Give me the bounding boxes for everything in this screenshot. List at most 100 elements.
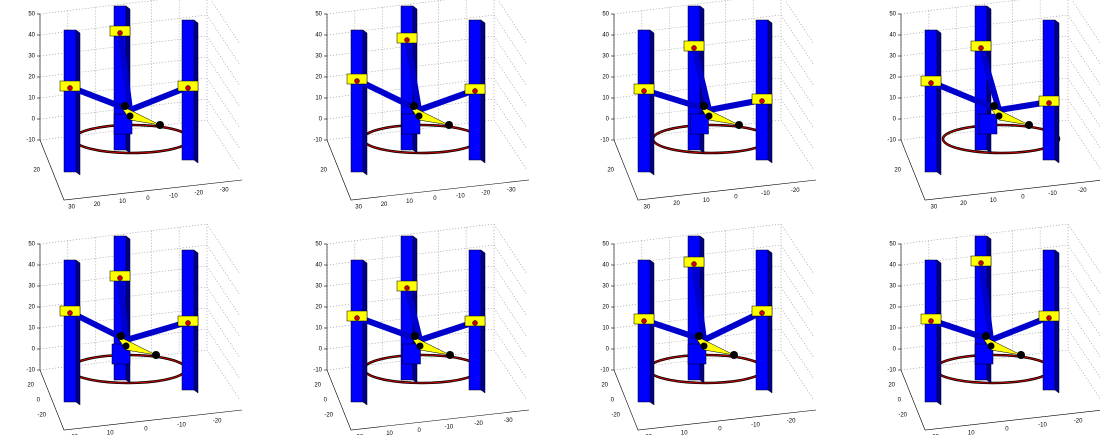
column: [351, 30, 363, 172]
z-tick-label: 10: [602, 96, 609, 102]
grid-line: [781, 36, 814, 86]
joint: [1017, 351, 1025, 359]
grid-line: [1068, 78, 1100, 128]
z-tick-label: 50: [602, 242, 609, 248]
panel: 50403020100-10200-2020100-10-20: [887, 224, 1100, 435]
z-tick-label: 40: [315, 33, 322, 39]
grid-line: [1068, 350, 1100, 400]
z-tick-label: 50: [28, 12, 35, 18]
x-tick-label: -30: [507, 188, 516, 194]
grid-line: [207, 57, 240, 107]
grid-line: [781, 266, 814, 316]
carriage-joint: [473, 89, 478, 94]
z-tick-label: 40: [889, 33, 896, 39]
z-tick-label: 20: [315, 305, 322, 311]
carriage-joint: [118, 31, 123, 36]
joint: [982, 332, 990, 340]
z-tick-label: 30: [602, 54, 609, 60]
joint: [990, 102, 998, 110]
y-tick-label: 20: [888, 383, 895, 389]
y-tick-label: 0: [898, 398, 902, 404]
carriage-joint: [1047, 316, 1052, 321]
grid-line: [781, 15, 814, 65]
x-tick-label: 10: [107, 430, 114, 435]
y-tick-label: 20: [27, 383, 34, 389]
joint: [695, 332, 703, 340]
x-tick-label: 0: [433, 196, 437, 202]
x-tick-label: -30: [504, 418, 513, 424]
z-tick-label: 50: [315, 242, 322, 248]
z-tick-label: 40: [315, 263, 322, 269]
grid-line: [1068, 245, 1100, 295]
x-tick-label: -10: [169, 193, 178, 199]
grid-line: [207, 0, 240, 44]
z-tick-label: -10: [600, 138, 609, 144]
z-tick-label: 50: [889, 242, 896, 248]
joint: [730, 351, 738, 359]
joint: [123, 343, 130, 350]
x-tick-label: -20: [213, 418, 222, 424]
column-side: [363, 30, 367, 175]
grid-line: [1068, 308, 1100, 358]
x-tick-label: 20: [381, 202, 388, 208]
column-side: [1055, 250, 1059, 393]
x-tick-label: -20: [791, 188, 800, 194]
column-side: [363, 260, 367, 405]
grid-line: [207, 15, 240, 65]
panel: 50403020100-10200-2020100-10-20: [26, 224, 242, 435]
column: [64, 260, 76, 402]
effector-base: [979, 114, 997, 134]
carriage-joint: [68, 311, 73, 316]
z-tick-label: 20: [889, 75, 896, 81]
panel: 50403020100-10200-2020100-10-20: [600, 224, 816, 435]
z-tick-label: 0: [32, 117, 36, 123]
z-tick-label: 50: [889, 12, 896, 18]
x-tick-label: 10: [119, 199, 126, 205]
z-tick-label: 0: [319, 117, 323, 123]
workspace-circle: [943, 125, 1059, 153]
carriage-joint: [760, 311, 765, 316]
z-tick-label: -10: [313, 138, 322, 144]
z-tick-label: 10: [889, 96, 896, 102]
z-tick-label: 50: [28, 242, 35, 248]
joint: [735, 121, 743, 129]
z-tick-label: -10: [26, 138, 35, 144]
y-tick-label: 0: [611, 398, 615, 404]
panel: 50403020100-10203020100-10-20: [887, 0, 1100, 211]
grid-line: [494, 99, 527, 149]
joint: [127, 113, 134, 120]
grid-line: [207, 287, 240, 337]
x-tick-label: 20: [960, 201, 967, 207]
x-tick-label: -20: [1074, 418, 1083, 424]
z-tick-label: 40: [889, 263, 896, 269]
grid-line: [207, 308, 240, 358]
grid-line: [781, 308, 814, 358]
column-side: [650, 260, 654, 405]
joint: [411, 332, 419, 340]
carriage-joint: [979, 261, 984, 266]
grid-line: [781, 120, 814, 170]
column-side: [768, 20, 772, 163]
z-tick-label: -10: [600, 368, 609, 374]
z-tick-label: 50: [315, 12, 322, 18]
x-tick-label: -20: [481, 190, 490, 196]
carriage-joint: [760, 99, 765, 104]
y-tick-label: 0: [324, 398, 328, 404]
grid-line: [781, 224, 814, 274]
y-tick-label: -20: [37, 413, 46, 419]
carriage-joint: [355, 79, 360, 84]
grid-line: [494, 120, 527, 170]
x-tick-label: 0: [418, 428, 422, 434]
grid-line: [1068, 15, 1100, 65]
x-tick-label: 10: [990, 198, 997, 204]
column: [351, 260, 363, 402]
carriage-joint: [68, 86, 73, 91]
z-tick-label: 0: [32, 347, 36, 353]
x-tick-label: 0: [734, 195, 738, 201]
grid-line: [1068, 329, 1100, 379]
column-side: [768, 250, 772, 393]
column-side: [1055, 20, 1059, 163]
grid-line: [207, 120, 240, 170]
x-tick-label: 30: [68, 205, 75, 211]
